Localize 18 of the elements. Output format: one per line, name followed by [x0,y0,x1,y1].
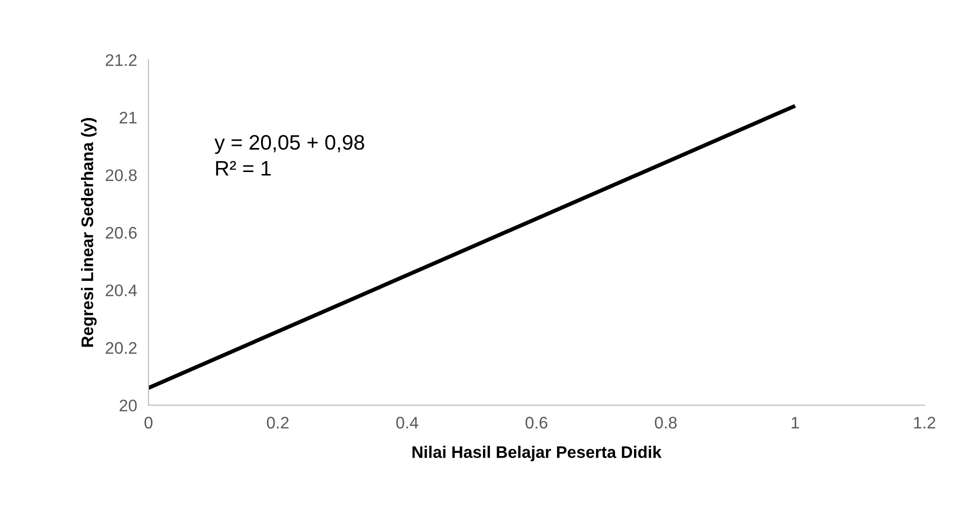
y-tick-label: 20.6 [106,226,137,239]
x-tick-label: 0.8 [654,416,677,429]
y-tick-label: 21 [120,112,137,124]
y-tick-label: 20 [120,400,137,412]
x-tick-label: 1.2 [914,416,936,428]
y-tick-label: 20.4 [106,284,137,296]
y-tick-label: 20.8 [106,169,137,182]
x-tick-label: 0 [144,416,152,429]
x-tick-label: 0.2 [266,416,289,429]
y-tick-label: 20.2 [106,342,137,354]
y-tick-label: 21.2 [106,54,137,66]
y-axis-title: Regresi Linear Sederhana (y) [81,118,97,347]
annotation: R² = 1 [216,161,271,176]
x-tick-label: 0.4 [396,416,418,429]
x-tick-label: 0.6 [526,416,548,429]
annotation: y = 20,05 + 0,98 [214,135,364,154]
x-axis-title: Nilai Hasil Belajar Peserta Didik [412,446,662,462]
x-tick-label: 1 [792,416,799,428]
